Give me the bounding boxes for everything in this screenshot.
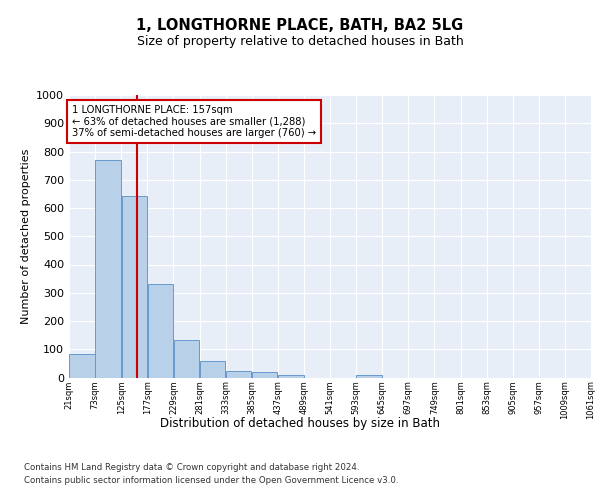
Bar xyxy=(95,160,121,378)
Bar xyxy=(252,372,277,378)
Text: Contains public sector information licensed under the Open Government Licence v3: Contains public sector information licen… xyxy=(24,476,398,485)
Text: 1 LONGTHORNE PLACE: 157sqm
← 63% of detached houses are smaller (1,288)
37% of s: 1 LONGTHORNE PLACE: 157sqm ← 63% of deta… xyxy=(72,105,316,138)
Bar xyxy=(122,196,147,378)
Bar xyxy=(70,354,95,378)
Text: Contains HM Land Registry data © Crown copyright and database right 2024.: Contains HM Land Registry data © Crown c… xyxy=(24,462,359,471)
Bar xyxy=(356,374,382,378)
Bar xyxy=(226,370,251,378)
Bar xyxy=(148,284,173,378)
Text: 1, LONGTHORNE PLACE, BATH, BA2 5LG: 1, LONGTHORNE PLACE, BATH, BA2 5LG xyxy=(136,18,464,32)
Text: Size of property relative to detached houses in Bath: Size of property relative to detached ho… xyxy=(137,35,463,48)
Bar xyxy=(278,374,304,378)
Y-axis label: Number of detached properties: Number of detached properties xyxy=(20,148,31,324)
Bar xyxy=(200,361,225,378)
Bar xyxy=(174,340,199,378)
Text: Distribution of detached houses by size in Bath: Distribution of detached houses by size … xyxy=(160,418,440,430)
